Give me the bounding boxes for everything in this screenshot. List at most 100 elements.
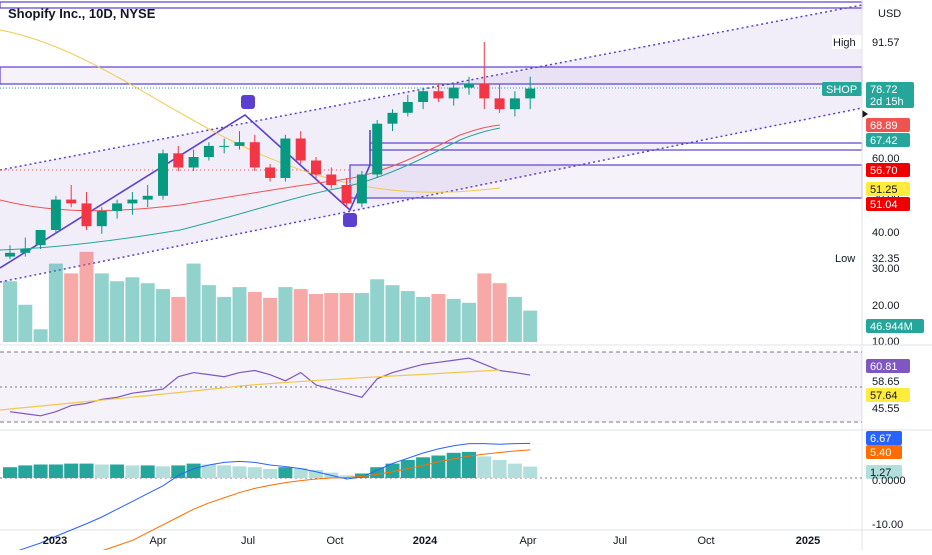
symbol-label: SHOP [826, 84, 857, 96]
pivot-marker-bottom [343, 213, 357, 227]
macd-line [9, 442, 531, 554]
candle-body-27 [418, 91, 429, 102]
volume-bar-26 [400, 291, 415, 342]
volume-bar-7 [110, 281, 125, 342]
volume-bar-18 [278, 287, 293, 342]
volume-bar-28 [431, 293, 446, 342]
macd-hist-8 [125, 465, 140, 478]
volume-bar-20 [309, 293, 323, 342]
macd-badge-1-bg [866, 431, 902, 445]
time-label-2024: 2024 [413, 535, 438, 547]
volume-bar-19 [293, 289, 308, 342]
candle-body-22 [341, 185, 352, 204]
macd-hist-2 [33, 464, 48, 478]
low-value: 32.35 [872, 253, 900, 265]
rsi-badge-2-bg [866, 388, 910, 402]
macd-hist-1 [18, 465, 33, 478]
volume-bar-2 [33, 329, 48, 342]
candle-body-15 [234, 142, 245, 146]
high-label-bg [832, 35, 864, 49]
rsi-tick-1: 58.65 [872, 376, 900, 388]
price-badge-bg [866, 82, 914, 108]
candle-body-9 [142, 195, 153, 200]
macd-hist-22 [339, 475, 354, 478]
volume-bar-22 [339, 293, 354, 342]
candle-body-28 [433, 91, 444, 99]
badge-51-04-bg [866, 197, 910, 211]
macd-hist-17 [263, 469, 278, 478]
macd-badge-3: 1.27 [870, 467, 891, 479]
candle-body-19 [295, 138, 306, 161]
volume-bar-24 [370, 279, 385, 342]
volume-bar-31 [477, 273, 492, 342]
candle-body-33 [509, 98, 520, 110]
macd-hist-14 [217, 465, 232, 478]
low-label: Low [835, 253, 855, 265]
volume-bar-34 [523, 310, 538, 342]
candle-body-7 [112, 203, 123, 211]
price-tick-40.00: 40.00 [872, 227, 900, 239]
time-label-Apr: Apr [519, 535, 536, 547]
macd-hist-27 [416, 457, 431, 478]
price-tick-10.00: 10.00 [872, 336, 900, 348]
candle-body-14 [219, 145, 230, 147]
candle-body-30 [464, 84, 474, 88]
macd-hist-29 [446, 452, 461, 478]
rsi-ma-line [0, 369, 501, 411]
rsi-badge-1: 60.81 [870, 361, 898, 373]
volume-bar-13 [201, 285, 216, 342]
macd-hist-7 [110, 464, 125, 478]
badge-56-70: 56.70 [870, 165, 898, 177]
ma-short [0, 124, 501, 212]
volume-bar-15 [232, 287, 247, 342]
low-label-bg [832, 251, 860, 265]
rsi-tick-2: 45.55 [872, 403, 900, 415]
macd-hist-11 [171, 465, 186, 478]
volume-badge-bg [866, 319, 924, 333]
candle-body-26 [402, 102, 413, 113]
resistance-zone [0, 66, 863, 85]
candle-body-6 [96, 211, 107, 227]
volume-bar-12 [186, 263, 201, 342]
chart-title: Shopify Inc., 10D, NYSE [8, 6, 156, 21]
candle-body-29 [448, 87, 459, 99]
high-value-bg [866, 35, 916, 49]
candle-body-13 [203, 145, 214, 157]
macd-hist-33 [507, 463, 522, 478]
volume-bar-14 [217, 296, 232, 342]
macd-hist-10 [156, 466, 170, 478]
candle-body-18 [280, 138, 291, 178]
macd-hist-19 [293, 468, 308, 478]
volume-bar-3 [48, 263, 63, 342]
volume-bar-11 [171, 296, 186, 342]
macd-hist-16 [247, 467, 262, 478]
macd-hist-4 [64, 463, 79, 478]
time-label-Jul: Jul [613, 535, 627, 547]
macd-hist-0 [3, 467, 17, 478]
macd-tick-neg: -10.00 [872, 519, 903, 531]
macd-hist-13 [201, 464, 216, 478]
candle-body-4 [66, 199, 77, 204]
macd-hist-31 [477, 456, 492, 478]
candle-body-31 [479, 84, 490, 99]
macd-hist-34 [523, 466, 538, 478]
badge-67-42-bg [866, 133, 910, 147]
volume-bar-32 [492, 283, 507, 342]
candle-body-32 [494, 98, 505, 110]
badge-68-89: 68.89 [870, 120, 898, 132]
macd-hist-18 [278, 467, 293, 478]
volume-bar-23 [354, 293, 369, 342]
time-label-Oct: Oct [326, 535, 343, 547]
macd-hist-12 [186, 463, 201, 478]
volume-bar-10 [156, 289, 170, 342]
badge-51-04: 51.04 [870, 199, 898, 211]
volume-badge: 46.944M [870, 321, 913, 333]
badge-51-25: 51.25 [870, 184, 898, 196]
price-arrow-icon [862, 110, 868, 118]
time-label-Jul: Jul [241, 535, 255, 547]
macd-hist-30 [462, 451, 476, 478]
price-badge-countdown: 2d 15h [870, 96, 904, 108]
high-value: 91.57 [872, 37, 900, 49]
